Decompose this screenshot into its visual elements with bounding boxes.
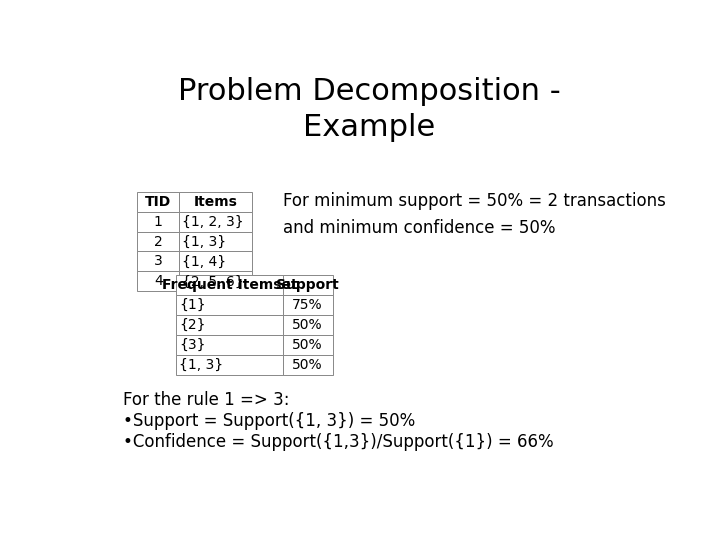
Bar bbox=[138, 192, 179, 212]
Bar bbox=[176, 355, 282, 375]
Bar bbox=[138, 212, 179, 232]
Text: {1, 3}: {1, 3} bbox=[182, 234, 226, 248]
Bar bbox=[176, 335, 282, 355]
Text: {3}: {3} bbox=[179, 338, 206, 352]
Text: {1}: {1} bbox=[179, 298, 206, 312]
Text: •Confidence = Support({1,3})/Support({1}) = 66%: •Confidence = Support({1,3})/Support({1}… bbox=[124, 433, 554, 451]
Text: 4: 4 bbox=[154, 274, 163, 288]
Text: {2, 5, 6}: {2, 5, 6} bbox=[182, 274, 243, 288]
Text: For minimum support = 50% = 2 transactions
and minimum confidence = 50%: For minimum support = 50% = 2 transactio… bbox=[282, 192, 665, 237]
Text: Support: Support bbox=[276, 278, 339, 292]
Bar bbox=[179, 212, 252, 232]
Text: {1, 3}: {1, 3} bbox=[179, 357, 223, 372]
Bar bbox=[176, 315, 282, 335]
Text: 50%: 50% bbox=[292, 318, 323, 332]
Bar bbox=[282, 335, 333, 355]
Text: {1, 4}: {1, 4} bbox=[182, 254, 226, 268]
Bar bbox=[282, 355, 333, 375]
Text: 75%: 75% bbox=[292, 298, 323, 312]
Text: 2: 2 bbox=[154, 234, 163, 248]
Text: Problem Decomposition -
Example: Problem Decomposition - Example bbox=[178, 77, 560, 142]
Text: 3: 3 bbox=[154, 254, 163, 268]
Bar bbox=[282, 315, 333, 335]
Text: Frequent Itemset: Frequent Itemset bbox=[162, 278, 297, 292]
Text: Items: Items bbox=[194, 194, 238, 208]
Text: {2}: {2} bbox=[179, 318, 206, 332]
Text: 50%: 50% bbox=[292, 338, 323, 352]
Bar bbox=[138, 272, 179, 292]
Bar bbox=[179, 192, 252, 212]
Text: {1, 2, 3}: {1, 2, 3} bbox=[182, 214, 243, 228]
Text: For the rule 1 => 3:: For the rule 1 => 3: bbox=[124, 391, 290, 409]
Bar bbox=[179, 272, 252, 292]
Text: TID: TID bbox=[145, 194, 171, 208]
Bar bbox=[176, 295, 282, 315]
Text: 50%: 50% bbox=[292, 357, 323, 372]
Bar bbox=[138, 252, 179, 272]
Text: 1: 1 bbox=[154, 214, 163, 228]
Bar bbox=[179, 252, 252, 272]
Bar bbox=[282, 295, 333, 315]
Text: •Support = Support({1, 3}) = 50%: •Support = Support({1, 3}) = 50% bbox=[124, 412, 415, 430]
Bar bbox=[282, 275, 333, 295]
Bar bbox=[179, 232, 252, 252]
Bar bbox=[176, 275, 282, 295]
Bar bbox=[138, 232, 179, 252]
